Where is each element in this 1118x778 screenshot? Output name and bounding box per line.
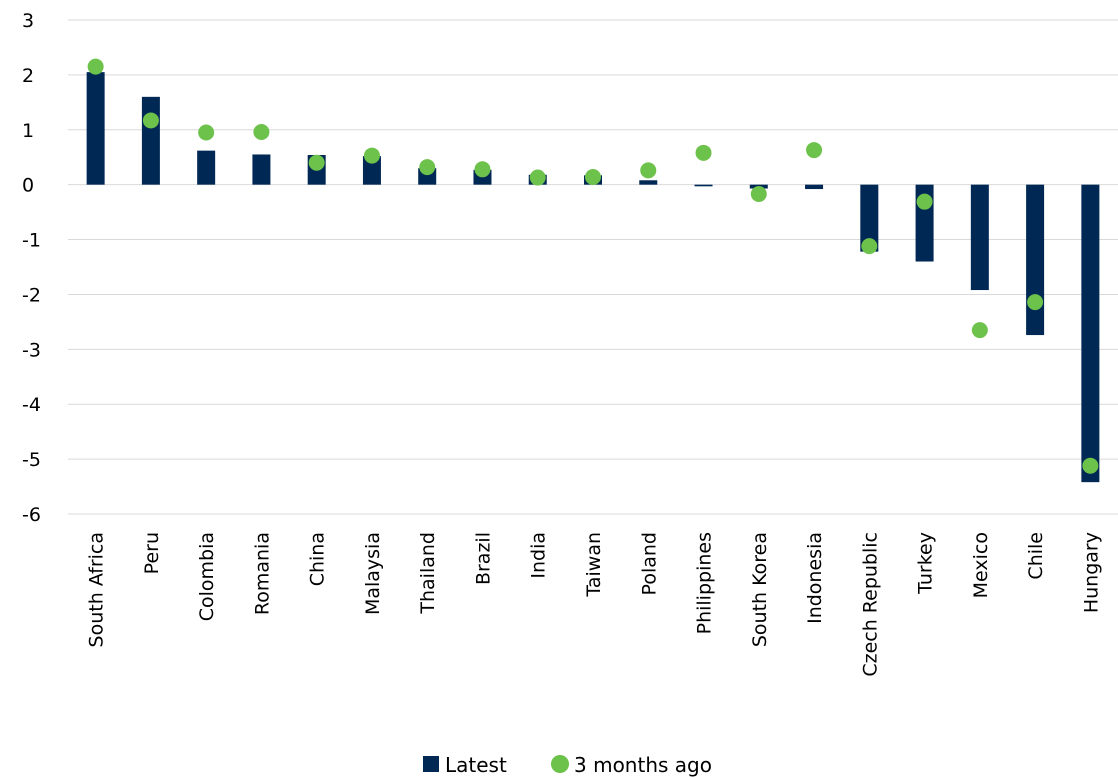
dot-3-months-ago (1082, 457, 1099, 474)
y-tick-label: -1 (22, 230, 41, 252)
x-tick-label: Philippines (694, 532, 716, 634)
y-tick-label: -3 (22, 339, 41, 361)
x-tick-label: Colombia (196, 532, 218, 621)
legend-3-months-ago-swatch (551, 755, 569, 773)
bar-latest (141, 96, 160, 185)
y-tick-label: -6 (22, 504, 41, 526)
legend: Latest 3 months ago (423, 753, 712, 777)
x-tick-label: Chile (1025, 532, 1047, 580)
x-tick-label: South Africa (86, 532, 108, 647)
dot-3-months-ago (750, 185, 767, 202)
three-months-ago-series-dots (87, 58, 1099, 474)
dot-3-months-ago (198, 124, 215, 141)
bar-latest (694, 184, 713, 187)
y-axis-tick-labels: 3 2 1 0 -1 -2 -3 -4 -5 -6 (22, 10, 41, 526)
legend-latest-swatch (423, 756, 439, 772)
dot-3-months-ago (529, 169, 546, 186)
dot-3-months-ago (585, 168, 601, 185)
bar-latest (639, 180, 658, 185)
y-tick-label: -4 (22, 394, 41, 416)
bar-latest (362, 156, 381, 185)
bar-latest (970, 184, 989, 291)
x-tick-label: Romania (251, 532, 273, 615)
x-tick-label: Brazil (472, 532, 494, 585)
dot-3-months-ago (916, 193, 933, 210)
latest-series-bars (86, 72, 1100, 483)
dot-3-months-ago (806, 142, 823, 159)
x-tick-label: South Korea (749, 532, 771, 647)
legend-3-months-ago-label: 3 months ago (574, 753, 712, 777)
dot-3-months-ago (363, 147, 380, 164)
bar-latest (197, 150, 216, 185)
bar-latest (1081, 184, 1100, 483)
x-tick-label: Mexico (970, 532, 992, 598)
dot-3-months-ago (87, 58, 104, 75)
dot-3-months-ago (971, 322, 988, 339)
x-tick-label: Taiwan (583, 532, 605, 598)
x-axis-category-labels: South Africa Peru Colombia Romania China Mala… (86, 532, 1103, 677)
dot-3-months-ago (419, 159, 436, 176)
x-tick-label: Poland (638, 532, 660, 595)
y-tick-label: -5 (22, 449, 41, 471)
bar-latest (805, 184, 824, 190)
y-tick-label: -2 (22, 284, 41, 306)
bar-latest (252, 154, 271, 185)
dot-3-months-ago (253, 123, 270, 140)
dot-3-months-ago (861, 238, 878, 255)
dot-3-months-ago (142, 112, 159, 129)
dot-3-months-ago (308, 154, 325, 171)
x-tick-label: Peru (141, 532, 163, 574)
y-tick-label: 2 (22, 65, 34, 87)
y-tick-label: 1 (22, 120, 34, 142)
gridlines (68, 19, 1118, 515)
x-tick-label: India (528, 532, 550, 579)
x-tick-label: Thailand (417, 532, 439, 615)
y-tick-label: 0 (22, 175, 34, 197)
x-tick-label: Czech Republic (859, 532, 881, 677)
dot-3-months-ago (640, 162, 657, 179)
x-tick-label: Malaysia (362, 532, 384, 615)
legend-latest-label: Latest (445, 753, 507, 777)
dot-3-months-ago (695, 144, 712, 161)
x-tick-label: Hungary (1080, 532, 1102, 613)
x-tick-label: Turkey (915, 532, 937, 595)
y-tick-label: 3 (22, 10, 34, 32)
dot-3-months-ago (1027, 294, 1044, 311)
bar-latest (860, 184, 879, 252)
x-tick-label: Indonesia (804, 532, 826, 624)
bar-latest (86, 72, 105, 185)
x-tick-label: China (307, 532, 329, 586)
dot-3-months-ago (474, 161, 491, 178)
bar-latest (1026, 184, 1045, 336)
